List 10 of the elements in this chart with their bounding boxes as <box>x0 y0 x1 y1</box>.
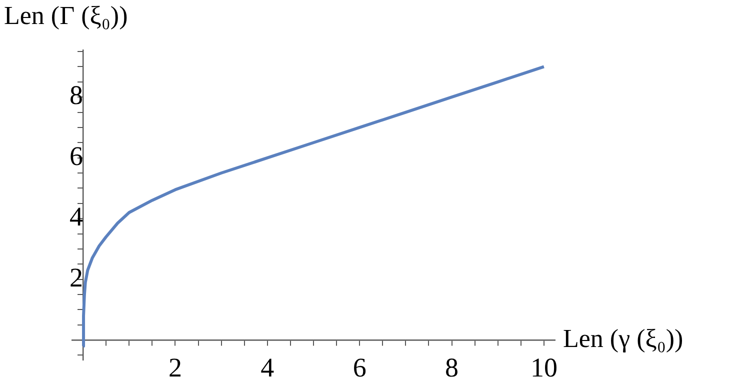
y-tick-label: 8 <box>70 80 84 110</box>
y-tick-label: 6 <box>70 140 84 171</box>
x-tick-label: 8 <box>445 352 459 382</box>
x-tick-label: 10 <box>530 352 558 382</box>
x-tick-label: 4 <box>260 352 275 382</box>
x-tick-label: 6 <box>352 352 366 382</box>
y-axis-title: Len (Γ (ξ₀)) <box>4 0 128 30</box>
x-axis-title: Len (γ (ξ₀)) <box>563 324 684 353</box>
x-tick-label: 2 <box>168 352 182 382</box>
y-tick-label: 2 <box>70 262 84 292</box>
